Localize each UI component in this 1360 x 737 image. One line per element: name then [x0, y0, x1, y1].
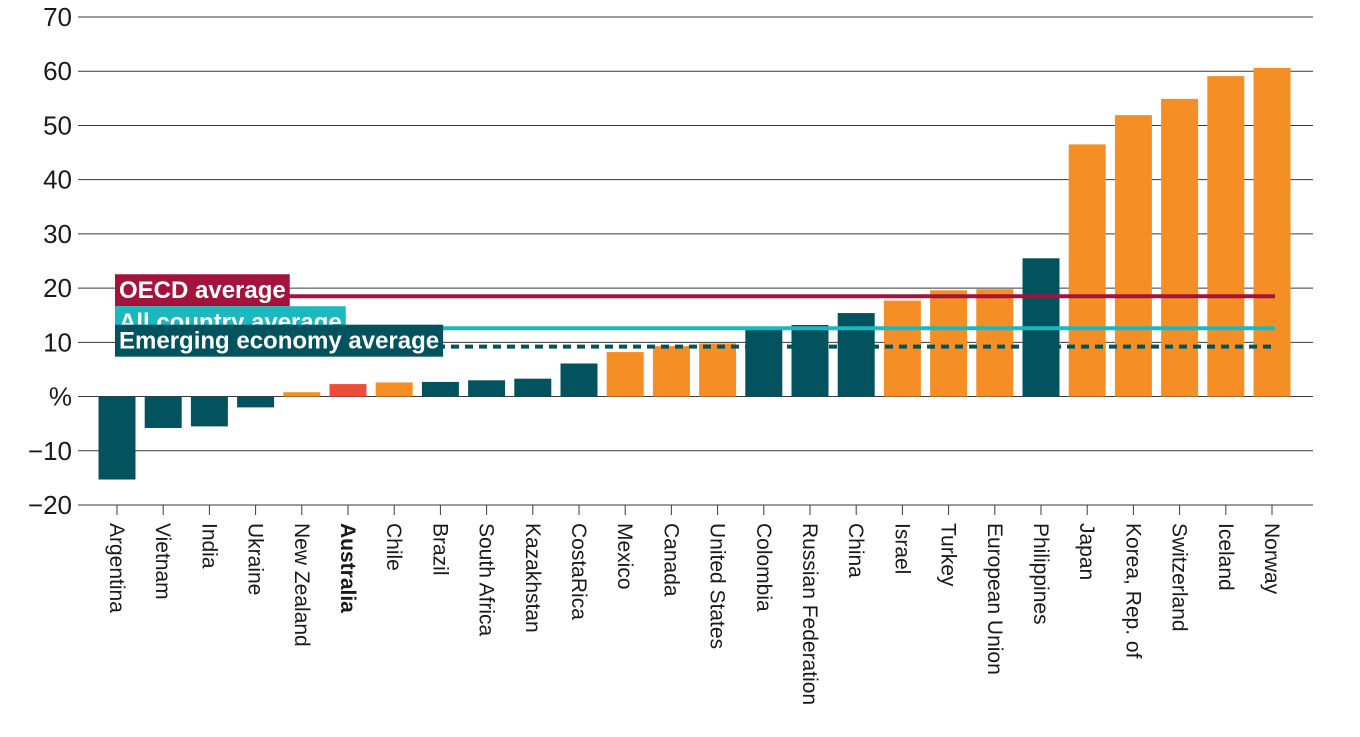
- y-tick-label: 60: [43, 56, 72, 86]
- reference-line-label: OECD average: [115, 274, 290, 307]
- category-label: Switzerland: [1168, 523, 1191, 632]
- bars: [98, 67, 1291, 480]
- category-label: India: [197, 523, 220, 569]
- category-label: Norway: [1260, 523, 1283, 595]
- bar: [514, 378, 552, 397]
- category-label: Chile: [382, 523, 405, 571]
- category-label: New Zealand: [290, 523, 313, 647]
- bar: [837, 313, 875, 397]
- bar: [329, 384, 367, 397]
- y-tick-label: 10: [43, 327, 72, 357]
- category-label: Mexico: [613, 523, 636, 590]
- bar: [1253, 67, 1291, 397]
- bar: [699, 343, 737, 397]
- category-label: Turkey: [937, 523, 960, 587]
- bar: [98, 396, 136, 480]
- category-label: Argentina: [105, 523, 128, 613]
- bar: [375, 382, 413, 397]
- reference-label-text: OECD average: [119, 277, 286, 304]
- category-label: United States: [706, 523, 729, 649]
- bar: [144, 396, 182, 429]
- category-label: Canada: [659, 523, 682, 597]
- y-tick-label: 30: [43, 219, 72, 249]
- category-label: Japan: [1075, 523, 1098, 580]
- category-label: Colombia: [752, 523, 775, 612]
- category-label: CostaRica: [567, 523, 590, 620]
- bar: [1161, 98, 1199, 397]
- bar: [1207, 76, 1245, 397]
- category-label: South Africa: [475, 523, 498, 637]
- category-label: European Union: [983, 523, 1006, 675]
- reference-label-box: [115, 274, 290, 307]
- bar: [745, 327, 783, 397]
- bar: [1114, 115, 1152, 397]
- reference-line-label: Emerging economy average: [115, 324, 444, 357]
- bar: [976, 289, 1014, 397]
- y-axis-tick-labels: 70 60 50 40 30 20 10% −10 −20: [28, 2, 72, 520]
- y-tick-label: 70: [43, 2, 72, 32]
- category-label: Brazil: [428, 523, 451, 576]
- bar: [190, 396, 228, 427]
- bar: [930, 290, 968, 397]
- category-label: Australia: [336, 523, 359, 613]
- category-label: Korea, Rep. of: [1121, 523, 1144, 659]
- category-label: Kazakhstan: [521, 523, 544, 633]
- category-label: Israel: [890, 523, 913, 574]
- y-tick-label: −20: [28, 490, 72, 520]
- category-label: Russian Federation: [798, 523, 821, 705]
- bar: [606, 352, 644, 397]
- y-tick-label: 50: [43, 110, 72, 140]
- bar: [652, 346, 690, 397]
- category-label: Iceland: [1214, 523, 1237, 591]
- reference-label-text: Emerging economy average: [119, 328, 439, 355]
- bar: [421, 381, 459, 397]
- category-label: Ukraine: [244, 523, 267, 595]
- bar: [1068, 144, 1106, 397]
- category-label: Vietnam: [151, 523, 174, 600]
- y-tick-label: 20: [43, 273, 72, 303]
- category-labels: Argentina Vietnam India Ukraine New Zealand A…: [105, 523, 1283, 705]
- bar: [283, 392, 321, 397]
- y-tick-label: −10: [28, 436, 72, 466]
- bar: [791, 324, 829, 397]
- reference-label-box: [115, 324, 444, 357]
- bar: [237, 396, 275, 408]
- y-tick-label: %: [49, 382, 72, 412]
- x-axis-ticks: [116, 505, 1273, 515]
- bar: [468, 380, 506, 397]
- category-label: China: [844, 523, 867, 578]
- y-tick-label: 40: [43, 165, 72, 195]
- category-label: Philippines: [1029, 523, 1052, 625]
- bar: [560, 363, 598, 397]
